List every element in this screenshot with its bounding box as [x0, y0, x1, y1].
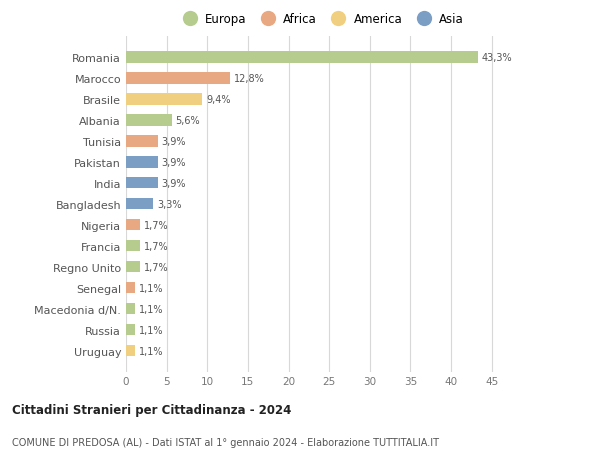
- Bar: [126, 94, 202, 105]
- Bar: [126, 52, 478, 63]
- Text: 3,3%: 3,3%: [157, 199, 181, 209]
- Text: 1,1%: 1,1%: [139, 283, 163, 293]
- Text: 43,3%: 43,3%: [482, 53, 512, 63]
- Text: 1,1%: 1,1%: [139, 304, 163, 314]
- Text: 12,8%: 12,8%: [234, 73, 265, 84]
- Bar: [126, 219, 140, 231]
- Bar: [126, 136, 158, 147]
- Text: 1,1%: 1,1%: [139, 346, 163, 356]
- Text: COMUNE DI PREDOSA (AL) - Dati ISTAT al 1° gennaio 2024 - Elaborazione TUTTITALIA: COMUNE DI PREDOSA (AL) - Dati ISTAT al 1…: [12, 437, 439, 447]
- Bar: [126, 198, 153, 210]
- Bar: [126, 241, 140, 252]
- Text: 5,6%: 5,6%: [176, 116, 200, 125]
- Text: 1,7%: 1,7%: [144, 262, 169, 272]
- Bar: [126, 115, 172, 126]
- Text: 1,1%: 1,1%: [139, 325, 163, 335]
- Text: 3,9%: 3,9%: [162, 136, 186, 146]
- Bar: [126, 345, 135, 357]
- Text: 9,4%: 9,4%: [206, 95, 231, 105]
- Text: Cittadini Stranieri per Cittadinanza - 2024: Cittadini Stranieri per Cittadinanza - 2…: [12, 403, 292, 416]
- Bar: [126, 324, 135, 336]
- Bar: [126, 282, 135, 294]
- Text: 1,7%: 1,7%: [144, 241, 169, 251]
- Text: 3,9%: 3,9%: [162, 179, 186, 188]
- Text: 1,7%: 1,7%: [144, 220, 169, 230]
- Text: 3,9%: 3,9%: [162, 157, 186, 168]
- Bar: [126, 73, 230, 84]
- Bar: [126, 303, 135, 315]
- Bar: [126, 261, 140, 273]
- Bar: [126, 157, 158, 168]
- Bar: [126, 178, 158, 189]
- Legend: Europa, Africa, America, Asia: Europa, Africa, America, Asia: [175, 9, 467, 29]
